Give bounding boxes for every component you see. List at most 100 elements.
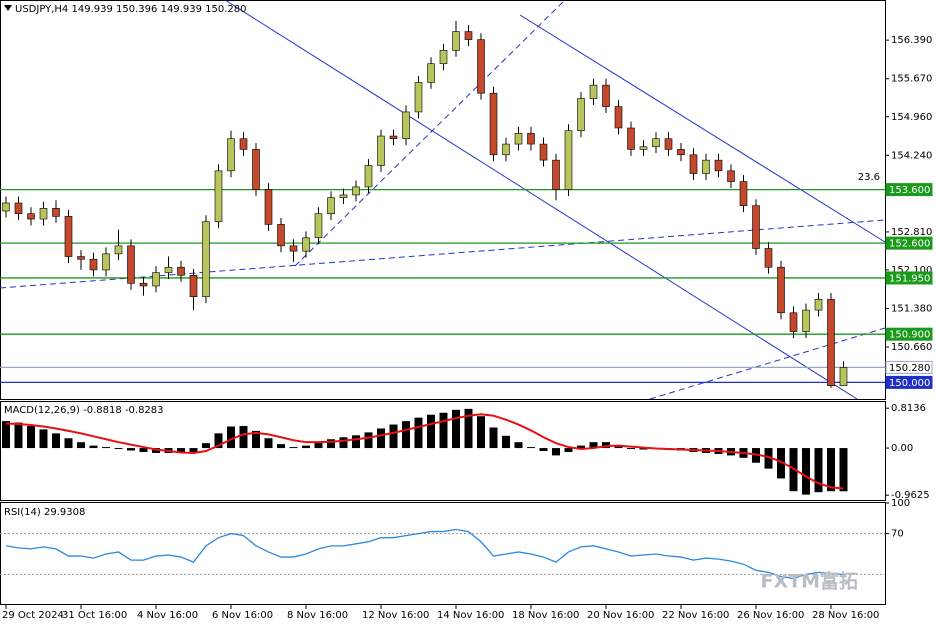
macd-bar [552, 448, 560, 456]
macd-bar [427, 414, 435, 449]
macd-frame [0, 401, 886, 501]
macd-bar [27, 426, 35, 449]
macd-bar [452, 409, 460, 449]
candle-body [489, 92, 498, 156]
macd-bar [539, 448, 548, 451]
macd-bar [477, 416, 485, 449]
macd-bar [14, 422, 23, 449]
macd-bar [802, 448, 810, 495]
level-label-box [885, 271, 933, 285]
y-tick-label: -0.9625 [891, 490, 930, 501]
y-tick-label: 152.100 [891, 265, 932, 276]
signal-line [5, 413, 844, 490]
ohlc-value: 150.280 [205, 4, 246, 15]
candle-body [377, 135, 385, 166]
macd-bar [264, 438, 273, 449]
x-tick-label: 8 Nov 16:00 [287, 610, 348, 621]
macd-bar [439, 412, 448, 449]
level-label-box [885, 236, 933, 250]
macd-bar [814, 448, 823, 493]
y-tick-label: 70 [891, 529, 904, 540]
candle-body [664, 138, 673, 150]
x-tick-label: 4 Nov 16:00 [137, 610, 198, 621]
macd-bar [389, 424, 398, 449]
macd-bar [377, 428, 385, 449]
indicator-name: MACD(12,26,9) [4, 405, 80, 416]
candle-body [239, 138, 248, 150]
macd-bar [177, 448, 185, 453]
menu-icon [4, 5, 12, 11]
candle-body [527, 133, 535, 145]
indicator-name: RSI(14) [4, 507, 41, 518]
macd-bar [614, 445, 623, 449]
rsi-line [5, 528, 844, 580]
level-label: 150.280 [889, 363, 930, 374]
rsi-frame [0, 502, 886, 605]
candle-body [2, 202, 10, 212]
candle-body [302, 237, 310, 252]
candle-body [452, 31, 460, 51]
y-tick-label: 150.660 [891, 342, 932, 353]
candle-body [727, 170, 735, 182]
level-label: 152.600 [889, 239, 930, 250]
macd-bar [777, 448, 785, 479]
candle-body [427, 63, 435, 83]
x-tick-label: 29 Oct 2024 [2, 610, 64, 621]
macd-bar [214, 433, 223, 449]
candle-body [602, 84, 610, 107]
macd-header: MACD(12,26,9) -0.8818 -0.8283 [4, 405, 164, 416]
y-tick-label: 156.390 [891, 35, 932, 46]
candle-body [77, 256, 85, 260]
candle-body [789, 312, 798, 332]
main-frame [0, 0, 886, 400]
candle-body [14, 202, 23, 214]
y-tick-label: 155.670 [891, 74, 932, 85]
macd-bar [127, 448, 135, 451]
level-label-box [885, 360, 933, 374]
symbol: USDJPY,H4 [15, 4, 68, 15]
candle-body [677, 149, 685, 156]
y-tick-label: 154.240 [891, 150, 932, 161]
level-label: 150.000 [889, 378, 930, 389]
trend-lines [0, 0, 886, 400]
candle-body [839, 367, 848, 386]
candle-body [764, 248, 773, 268]
candle-body [102, 253, 110, 271]
macd-bar [327, 439, 335, 449]
ohlc-value: 149.939 [161, 4, 202, 15]
macd-bar [89, 445, 98, 449]
macd-bar [64, 438, 73, 449]
candle-body [52, 208, 60, 217]
candle-body [814, 299, 823, 311]
y-tick-label: 152.810 [891, 227, 932, 238]
macd-bar [414, 417, 423, 449]
level-label: 153.600 [889, 185, 930, 196]
level-label-box [885, 327, 933, 341]
x-tick-label: 12 Nov 16:00 [362, 610, 429, 621]
candle-body [89, 258, 98, 271]
candle-body [327, 197, 335, 214]
level-label-box [885, 375, 933, 389]
candle-body [702, 159, 710, 174]
candle-body [389, 135, 398, 140]
candle-body [777, 266, 785, 314]
candle-body [464, 31, 473, 40]
macd-bar [289, 447, 298, 449]
candle-body [264, 189, 273, 225]
watermark: FXTM富拓 [761, 570, 859, 593]
candle-body [614, 106, 623, 129]
candle-body [477, 39, 485, 94]
candle-body [714, 159, 723, 172]
ohlc-value: 150.396 [116, 4, 157, 15]
candle-body [314, 213, 323, 239]
y-tick-label: 0.00 [891, 443, 913, 454]
candle-body [639, 146, 648, 150]
candle-body [152, 272, 160, 287]
candle-body [289, 245, 298, 252]
macd-bar [502, 435, 510, 449]
macd-bar [114, 448, 123, 450]
candle-body [739, 181, 748, 206]
candle-body [589, 84, 598, 99]
candle-body [827, 299, 835, 386]
